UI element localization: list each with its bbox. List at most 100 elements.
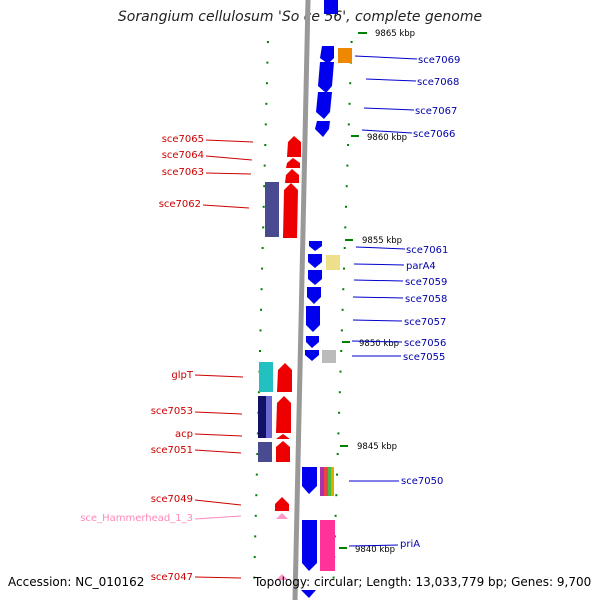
feature-box[interactable] (265, 182, 279, 237)
feature-box[interactable] (338, 48, 352, 63)
gene-arrow[interactable] (283, 183, 298, 238)
left-gene-labels: sce7065 sce7064 sce7063 sce7062 glpT sce… (80, 134, 254, 583)
gene-label[interactable]: sce7047 (151, 572, 193, 583)
gene-arrow[interactable] (275, 497, 289, 511)
kbp-label: 9840 kbp (355, 545, 395, 555)
gene-arrow[interactable] (302, 520, 317, 571)
gene-arrow[interactable] (309, 241, 322, 251)
feature-box[interactable] (320, 520, 335, 571)
feature-box[interactable] (322, 350, 336, 363)
gene-arrow[interactable] (316, 92, 332, 119)
gene-label[interactable]: sce7068 (417, 77, 459, 88)
gene-label[interactable]: sce7064 (162, 150, 204, 161)
leader-line (205, 172, 252, 175)
topology-summary: Topology: circular; Length: 13,033,779 b… (254, 575, 592, 589)
gene-arrow[interactable] (276, 396, 291, 433)
feature-box[interactable] (266, 396, 272, 438)
gene-arrow[interactable] (305, 350, 319, 361)
kbp-label: 9850 kbp (359, 339, 399, 349)
gene-label[interactable]: sce7062 (159, 199, 201, 210)
gene-label[interactable]: acp (175, 429, 193, 440)
gene-arrow[interactable] (308, 254, 322, 268)
gene-arrow[interactable] (315, 121, 330, 137)
leader-line (353, 263, 405, 266)
ncrna-arrow[interactable] (276, 574, 288, 580)
feature-boxes-left (258, 182, 279, 462)
leader-line (205, 139, 254, 143)
gene-label[interactable]: sce7063 (162, 167, 204, 178)
gene-arrow[interactable] (286, 158, 300, 168)
map-title: Sorangium cellulosum 'So ce 56', complet… (117, 9, 483, 25)
leader-line (351, 340, 403, 343)
gene-label[interactable]: sce7050 (401, 476, 443, 487)
feature-box[interactable] (320, 467, 324, 496)
gene-label[interactable]: sce7053 (151, 406, 193, 417)
leader-line (354, 55, 418, 60)
leader-line (194, 499, 242, 506)
feature-box[interactable] (258, 396, 266, 438)
gene-arrow[interactable] (287, 136, 301, 157)
gene-label[interactable]: sce7059 (405, 277, 447, 288)
leader-line (194, 576, 242, 579)
gene-arrow[interactable] (276, 434, 290, 439)
gene-label[interactable]: sce7067 (415, 106, 457, 117)
kbp-label: 9865 kbp (375, 29, 415, 39)
leader-line (205, 155, 253, 161)
gene-label[interactable]: sce7058 (405, 294, 447, 305)
feature-box[interactable] (326, 255, 340, 270)
genome-backbone (292, 0, 311, 600)
tick-marks (253, 41, 353, 579)
gene-arrow[interactable] (276, 441, 290, 462)
leader-line (194, 374, 244, 378)
gene-label[interactable]: parA4 (406, 261, 436, 272)
gene-label[interactable]: sce7055 (403, 352, 445, 363)
gene-arrow[interactable] (324, 0, 338, 14)
leader-line (194, 433, 243, 437)
leader-line (355, 246, 406, 250)
gene-label[interactable]: glpT (171, 370, 193, 381)
gene-arrow[interactable] (277, 363, 292, 392)
gene-label[interactable]: sce7069 (418, 55, 460, 66)
reverse-strand-genes (275, 136, 301, 580)
leader-line (361, 129, 413, 134)
gene-arrow[interactable] (307, 287, 321, 304)
gene-arrow[interactable] (306, 336, 319, 348)
leader-line (348, 544, 399, 547)
feature-box[interactable] (331, 467, 334, 496)
leader-line (352, 319, 403, 322)
ncrna-arrow[interactable] (276, 513, 288, 519)
gene-arrow[interactable] (285, 169, 299, 183)
gene-arrow[interactable] (301, 590, 316, 598)
leader-line (365, 78, 417, 82)
leader-line (353, 279, 404, 282)
gene-label[interactable]: sce7051 (151, 445, 193, 456)
gene-label[interactable]: priA (400, 539, 420, 550)
feature-box[interactable] (258, 442, 272, 462)
accession-text: Accession: NC_010162 (8, 575, 145, 589)
leader-line (363, 107, 415, 111)
feature-boxes-right (320, 48, 352, 571)
feature-box[interactable] (324, 467, 328, 496)
gene-arrow[interactable] (320, 46, 334, 64)
leader-line (194, 515, 242, 520)
right-gene-labels: sce7069 sce7068 sce7067 sce7066 sce7061 … (348, 55, 460, 550)
kbp-label: 9845 kbp (357, 442, 397, 452)
gene-arrow[interactable] (318, 62, 334, 93)
gene-arrow[interactable] (306, 306, 320, 332)
feature-box[interactable] (259, 362, 273, 392)
gene-arrow[interactable] (302, 467, 317, 494)
leader-line (352, 296, 404, 299)
gene-label[interactable]: sce7065 (162, 134, 204, 145)
feature-box[interactable] (328, 467, 331, 496)
gene-label[interactable]: sce7049 (151, 494, 193, 505)
gene-label[interactable]: sce7066 (413, 129, 455, 140)
gene-label[interactable]: sce7057 (404, 317, 446, 328)
leader-line (194, 411, 243, 415)
gene-label[interactable]: sce7056 (404, 338, 446, 349)
gene-label[interactable]: sce_Hammerhead_1_3 (80, 513, 193, 524)
leader-line (202, 204, 250, 209)
gene-arrow[interactable] (308, 270, 322, 285)
gene-label[interactable]: sce7061 (406, 245, 448, 256)
leader-line (194, 449, 242, 454)
